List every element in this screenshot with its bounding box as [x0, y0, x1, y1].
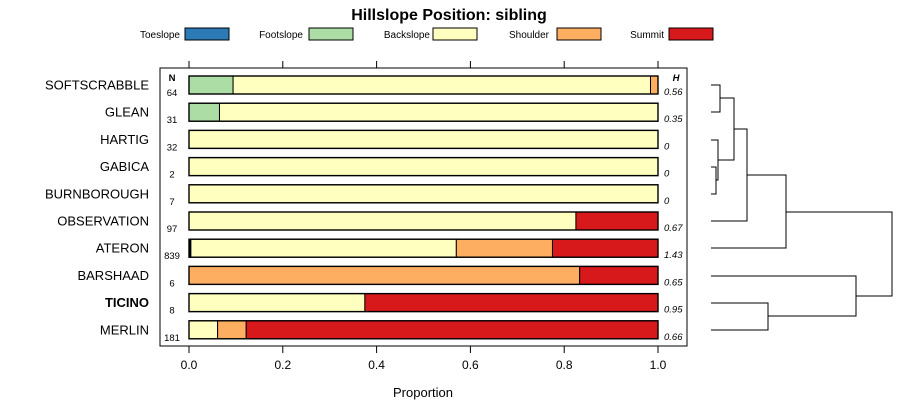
- n-label-softscrabble: 64: [167, 88, 178, 99]
- bar-outline-ticino: [188, 292, 659, 313]
- n-label-merlin: 181: [164, 333, 180, 344]
- h-header: H: [673, 73, 681, 84]
- h-label-burnborough: 0: [664, 196, 670, 207]
- plot-frame: [159, 67, 688, 347]
- n-header: N: [169, 73, 176, 84]
- dendrogram: [711, 84, 893, 331]
- bar-segment-gabica-backslope: [188, 157, 659, 177]
- legend-label-summit: Summit: [630, 30, 664, 41]
- bar-segment-hartig-backslope: [188, 129, 659, 149]
- h-label-gabica: 0: [664, 169, 670, 180]
- bar-segment-observation-backslope: [188, 211, 577, 231]
- bar-segment-glean-backslope: [218, 102, 659, 122]
- n-label-barshaad: 6: [169, 278, 174, 289]
- row-label-ateron: ATERON: [96, 241, 149, 256]
- bar-outline-barshaad: [188, 265, 659, 286]
- legend-label-backslope: Backslope: [384, 30, 431, 41]
- x-tick-label: 0.6: [462, 358, 479, 372]
- row-label-ticino: TICINO: [105, 295, 149, 310]
- h-label-barshaad: 0.65: [664, 277, 683, 288]
- n-label-burnborough: 7: [169, 197, 174, 208]
- bar-segment-barshaad-shoulder: [188, 265, 581, 285]
- bar-outline-glean: [188, 102, 659, 122]
- bar-outline-observation: [188, 211, 659, 231]
- h-label-ateron: 1.43: [664, 250, 683, 261]
- legend: Toeslope Footslope Backslope Shoulder Summit: [140, 27, 714, 41]
- legend-swatch-footslope: [308, 27, 354, 41]
- legend-swatch-summit: [668, 27, 714, 41]
- bar-segment-softscrabble-backslope: [232, 75, 651, 95]
- bar-segment-ateron-shoulder: [455, 238, 553, 258]
- bar-segment-merlin-backslope: [188, 320, 219, 340]
- row-labels: SOFTSCRABBLE GLEAN HARTIG GABICA BURNBOROUGH…: [45, 78, 149, 338]
- n-label-hartig: 32: [167, 142, 178, 153]
- x-tick-label: 0.0: [181, 358, 198, 372]
- h-label-softscrabble: 0.56: [664, 87, 683, 98]
- n-label-gabica: 2: [169, 170, 174, 181]
- n-labels: 64 31 32 2 7 97 839 6 8 181: [164, 88, 180, 344]
- bar-segment-burnborough-backslope: [188, 184, 659, 204]
- row-label-burnborough: BURNBOROUGH: [45, 186, 149, 201]
- bar-segment-merlin-shoulder: [217, 320, 247, 340]
- h-labels: 0.56 0.35 0 0 0 0.67 1.43 0.65 0.95 0.66: [664, 87, 683, 343]
- bar-segment-barshaad-summit: [579, 265, 659, 285]
- bar-segment-softscrabble-shoulder: [649, 75, 659, 95]
- chart-title: Hillslope Position: sibling: [351, 7, 547, 24]
- h-label-hartig: 0: [664, 141, 670, 152]
- legend-label-shoulder: Shoulder: [509, 30, 550, 41]
- row-label-barshaad: BARSHAAD: [77, 268, 149, 283]
- bar-segment-merlin-summit: [245, 320, 659, 340]
- bar-segment-ateron-summit: [551, 238, 659, 258]
- n-label-observation: 97: [167, 224, 178, 235]
- n-label-ticino: 8: [169, 306, 174, 317]
- top-axis-ticks: [188, 61, 659, 68]
- dendrogram-branch: [711, 174, 787, 249]
- row-label-softscrabble: SOFTSCRABBLE: [45, 78, 149, 93]
- legend-swatch-shoulder: [556, 27, 602, 41]
- row-label-observation: OBSERVATION: [57, 214, 149, 229]
- dendrogram-branch: [711, 84, 721, 113]
- x-axis-label: Proportion: [393, 385, 453, 400]
- bar-outline-burnborough: [188, 184, 659, 204]
- bar-segment-ticino-summit: [364, 293, 659, 313]
- h-label-ticino: 0.95: [664, 305, 683, 316]
- h-label-observation: 0.67: [664, 223, 683, 234]
- x-tick-label: 0.4: [368, 358, 385, 372]
- row-label-hartig: HARTIG: [100, 132, 149, 147]
- n-label-ateron: 839: [164, 251, 180, 262]
- bar-outline-gabica: [188, 156, 659, 177]
- x-tick-label: 0.8: [556, 358, 573, 372]
- legend-swatch-toeslope: [184, 27, 230, 41]
- n-label-glean: 31: [167, 115, 178, 126]
- h-label-glean: 0.35: [664, 114, 683, 125]
- legend-swatch-backslope: [432, 27, 478, 41]
- bar-outline-merlin: [188, 320, 659, 340]
- bar-outline-hartig: [188, 129, 659, 150]
- legend-label-toeslope: Toeslope: [140, 30, 180, 41]
- h-label-merlin: 0.66: [664, 332, 683, 343]
- row-label-merlin: MERLIN: [100, 322, 149, 337]
- bar-segment-softscrabble-footslope: [188, 75, 234, 95]
- dendrogram-branch: [711, 166, 717, 195]
- row-label-gabica: GABICA: [100, 159, 149, 174]
- bar-segment-ateron-backslope: [190, 238, 457, 258]
- x-tick-label: 1.0: [650, 358, 667, 372]
- bar-segment-observation-summit: [575, 211, 659, 231]
- x-tick-label: 0.2: [274, 358, 291, 372]
- dendrogram-branch: [786, 211, 893, 297]
- bar-outline-ateron: [188, 238, 659, 258]
- dendrogram-branch: [711, 302, 769, 331]
- x-axis: 0.0 0.2 0.4 0.6 0.8 1.0: [181, 346, 667, 372]
- legend-label-footslope: Footslope: [259, 30, 303, 41]
- bars: [188, 75, 659, 340]
- dendrogram-branch: [711, 139, 719, 181]
- row-label-glean: GLEAN: [105, 105, 149, 120]
- bar-segment-glean-footslope: [188, 102, 220, 122]
- bar-outline-softscrabble: [188, 75, 659, 95]
- dendrogram-branch: [711, 275, 857, 317]
- bar-segment-ticino-backslope: [188, 293, 366, 313]
